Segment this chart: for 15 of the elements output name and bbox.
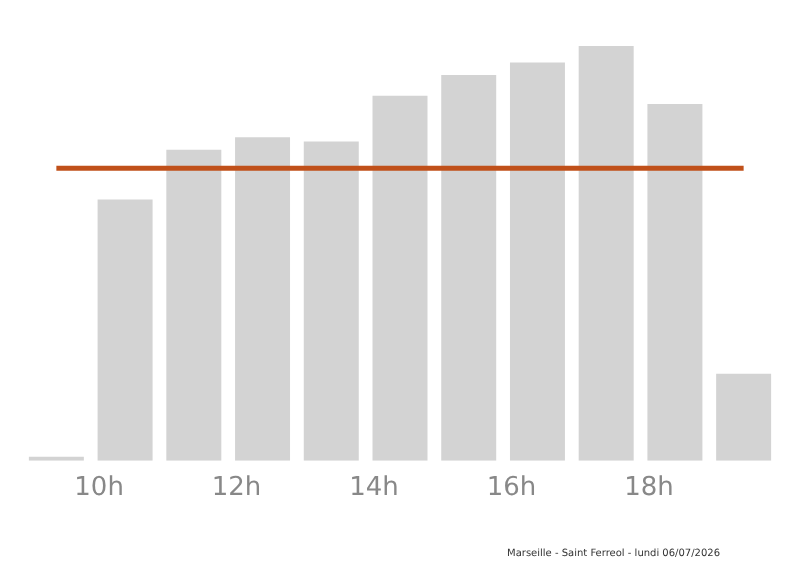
bar	[509, 62, 565, 461]
bar	[372, 95, 428, 461]
bar	[166, 149, 222, 461]
bar	[578, 46, 634, 461]
x-tick-label: 14h	[349, 473, 399, 504]
x-tick-label: 12h	[211, 473, 262, 504]
bar	[441, 75, 497, 461]
bar	[235, 137, 291, 461]
bar	[97, 199, 153, 461]
bar	[303, 141, 359, 461]
x-tick-label: 10h	[74, 473, 124, 504]
x-tick-label: 18h	[624, 473, 674, 504]
bar	[716, 373, 772, 461]
bar	[647, 104, 703, 461]
x-tick-label: 16h	[486, 473, 537, 504]
